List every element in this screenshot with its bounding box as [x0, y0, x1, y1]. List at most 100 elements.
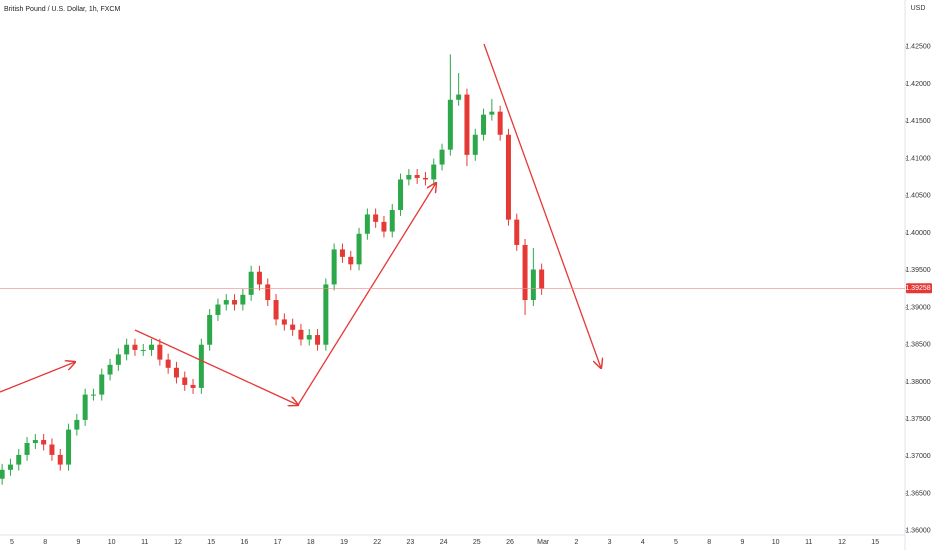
x-tick-label: 12	[838, 539, 846, 546]
candle-body	[323, 284, 329, 345]
x-tick-label: 9	[740, 539, 744, 546]
candle-body	[190, 384, 196, 388]
x-tick-label: Mar	[537, 539, 550, 546]
candle-body	[66, 429, 72, 465]
y-tick-label: 1.42500	[905, 44, 930, 51]
x-tick-label: 8	[707, 539, 711, 546]
y-tick-label: 1.37500	[905, 416, 930, 423]
candle-body	[348, 256, 354, 265]
candle-body	[381, 221, 387, 232]
y-tick-label: 1.41000	[905, 155, 930, 162]
candle-body	[464, 94, 470, 155]
x-tick-label: 10	[772, 539, 780, 546]
candle-body	[389, 209, 395, 232]
trend-arrow	[297, 183, 436, 406]
candle-body	[356, 233, 362, 265]
candle-body	[41, 440, 47, 445]
x-tick-label: 5	[10, 539, 14, 546]
x-tick-label: 26	[506, 539, 514, 546]
y-tick-label: 1.41500	[905, 118, 930, 125]
candle-body	[215, 304, 221, 315]
y-tick-label: 1.40000	[905, 230, 930, 237]
candle-body	[248, 271, 254, 295]
x-tick-label: 16	[241, 539, 249, 546]
chart-title: British Pound / U.S. Dollar, 1h, FXCM	[4, 6, 120, 13]
candle-body	[157, 344, 163, 360]
x-tick-label: 3	[608, 539, 612, 546]
candle-body	[497, 111, 503, 135]
candle-body	[124, 344, 130, 355]
candle-body	[74, 419, 80, 430]
candle-body	[456, 94, 462, 100]
candle-body	[373, 214, 379, 222]
candle-body	[207, 314, 213, 345]
trend-arrow	[0, 362, 75, 393]
candle-body	[149, 344, 155, 350]
candle-body	[132, 344, 138, 350]
candle-body	[472, 134, 478, 155]
y-tick-label: 1.36000	[905, 528, 930, 535]
candle-body	[265, 284, 271, 301]
candle-body	[331, 249, 337, 285]
candle-body	[90, 394, 96, 396]
candle-body	[298, 329, 304, 340]
candle-body	[0, 469, 5, 479]
x-tick-label: 9	[76, 539, 80, 546]
y-tick-label: 1.39500	[905, 267, 930, 274]
candle-body	[406, 174, 412, 180]
candle-body	[489, 111, 495, 115]
candle-body	[140, 349, 146, 351]
candle-body	[306, 335, 312, 340]
trend-arrow	[483, 43, 601, 368]
candle-body	[339, 249, 345, 257]
candle-body	[514, 219, 520, 245]
y-tick-label: 1.38500	[905, 342, 930, 349]
candle-body	[49, 444, 55, 455]
candle-body	[539, 269, 545, 289]
x-tick-label: 17	[274, 539, 282, 546]
candle-body	[99, 374, 105, 395]
x-tick-label: 18	[307, 539, 315, 546]
candle-body	[481, 114, 487, 135]
x-tick-label: 4	[641, 539, 645, 546]
candle-body	[439, 149, 445, 165]
y-tick-label: 1.42000	[905, 81, 930, 88]
x-tick-label: 11	[141, 539, 148, 546]
candle-body	[82, 394, 88, 420]
candle-body	[173, 367, 179, 378]
candle-body	[290, 324, 296, 330]
x-tick-label: 10	[108, 539, 116, 546]
x-tick-label: 2	[574, 539, 578, 546]
candle-body	[182, 377, 188, 385]
candle-body	[115, 354, 121, 365]
candle-body	[223, 300, 229, 305]
x-tick-label: 12	[174, 539, 182, 546]
candle-body	[364, 214, 370, 234]
trend-arrows	[0, 43, 601, 406]
x-tick-label: 19	[340, 539, 348, 546]
candle-body	[232, 300, 238, 305]
candle-body	[7, 464, 13, 470]
candle-body	[16, 454, 22, 465]
candle-body	[198, 344, 204, 388]
candle-body	[315, 335, 321, 345]
candle-body	[522, 244, 528, 301]
x-tick-label: 8	[43, 539, 47, 546]
candle-body	[165, 359, 171, 368]
x-tick-label: 22	[373, 539, 381, 546]
candle-body	[398, 179, 404, 210]
x-tick-label: 25	[473, 539, 481, 546]
candle-body	[256, 271, 262, 285]
candle-body	[32, 440, 38, 443]
candle-body	[57, 454, 63, 465]
x-tick-label: 5	[674, 539, 678, 546]
candle-body	[107, 364, 113, 375]
last-price-label: 1.39258	[905, 285, 930, 292]
candle-body	[24, 442, 30, 455]
x-tick-label: 24	[440, 539, 448, 546]
last-price-badge	[906, 283, 932, 294]
candle-body	[431, 164, 437, 180]
